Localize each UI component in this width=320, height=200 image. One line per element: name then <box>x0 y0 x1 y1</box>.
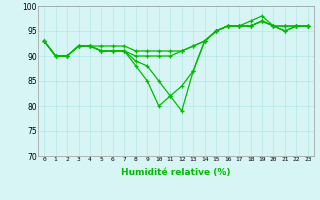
X-axis label: Humidité relative (%): Humidité relative (%) <box>121 168 231 177</box>
